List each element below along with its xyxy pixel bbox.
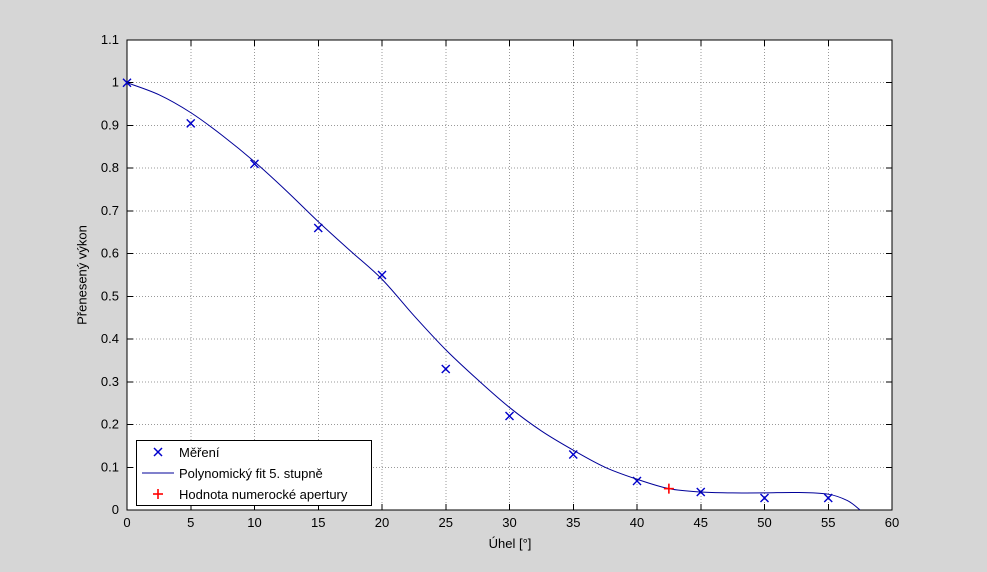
y-tick-label: 0.5 [101, 288, 119, 303]
data-marker-x [505, 411, 514, 421]
data-marker-x [186, 118, 196, 128]
x-tick-label: 0 [123, 515, 130, 530]
x-marker-stroke [153, 447, 163, 457]
x-tick-label: 30 [502, 515, 516, 530]
legend-label-measurements: Měření [179, 444, 220, 460]
y-tick-label: 0.8 [101, 160, 119, 175]
x-tick-label: 55 [821, 515, 835, 530]
x-tick-label: 35 [566, 515, 580, 530]
legend-item-fit: Polynomický fit 5. stupně [137, 463, 371, 483]
x-tick-label: 45 [694, 515, 708, 530]
x-tick-label: 25 [439, 515, 453, 530]
legend-item-aperture: Hodnota numerocké apertury [137, 484, 371, 504]
x-tick-label: 20 [375, 515, 389, 530]
data-marker-x [441, 364, 451, 374]
y-tick-label: 0.2 [101, 417, 119, 432]
y-tick-label: 0.6 [101, 246, 119, 261]
legend-label-fit: Polynomický fit 5. stupně [179, 465, 323, 481]
legend-item-measurements: Měření [137, 442, 371, 462]
data-marker-x [250, 159, 259, 169]
fit-curve [126, 82, 861, 511]
data-marker-x [823, 493, 833, 503]
legend-label-aperture: Hodnota numerocké apertury [179, 486, 348, 502]
y-tick-label: 0 [112, 502, 119, 517]
data-marker-x [760, 493, 769, 503]
y-axis-label: Přenesený výkon [74, 225, 90, 325]
y-tick-label: 0.4 [101, 331, 119, 346]
y-tick-label: 1 [112, 75, 119, 90]
y-tick-label: 0.7 [101, 203, 119, 218]
y-tick-label: 0.1 [101, 459, 119, 474]
legend: Měření Polynomický fit 5. stupně Hodnota… [136, 440, 372, 506]
data-marker-x [122, 78, 132, 88]
data-marker-x [377, 270, 387, 280]
x-tick-label: 5 [187, 515, 194, 530]
x-marker-icon [153, 447, 163, 457]
y-tick-label: 0.3 [101, 374, 119, 389]
y-tick-label: 0.9 [101, 117, 119, 132]
x-tick-label: 40 [630, 515, 644, 530]
data-marker-x [632, 476, 642, 486]
x-tick-label: 50 [757, 515, 771, 530]
x-tick-label: 10 [247, 515, 261, 530]
x-tick-label: 60 [885, 515, 899, 530]
x-tick-label: 15 [311, 515, 325, 530]
x-axis-label: Úhel [°] [488, 536, 532, 551]
line-sample-icon [142, 472, 174, 474]
data-marker-x [313, 223, 323, 233]
y-tick-label: 1.1 [101, 32, 119, 47]
plus-marker-icon [153, 489, 163, 499]
